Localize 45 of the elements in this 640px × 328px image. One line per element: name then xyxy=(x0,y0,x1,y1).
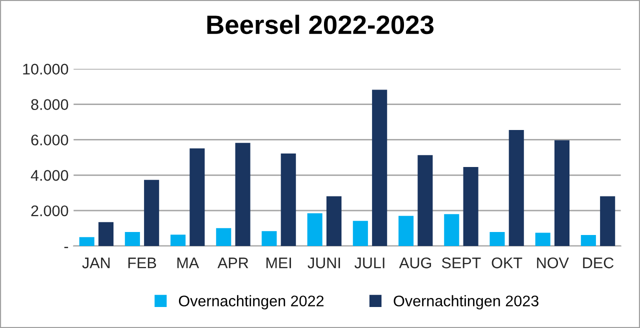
bar xyxy=(554,140,570,246)
x-tick-label: APR xyxy=(218,258,248,268)
bar xyxy=(307,213,322,246)
bar xyxy=(352,220,368,246)
bar xyxy=(535,232,550,246)
x-tick-label: AUG xyxy=(399,258,432,268)
bar xyxy=(144,180,160,246)
bar xyxy=(190,148,205,246)
bar xyxy=(98,222,114,246)
y-tick-label: - xyxy=(64,246,68,248)
x-tick-label: JAN xyxy=(82,258,110,268)
x-tick-label: JULI xyxy=(354,258,384,268)
bar xyxy=(262,231,277,246)
bar xyxy=(326,196,342,246)
y-tick-label: 8.000 xyxy=(31,99,68,110)
bar xyxy=(170,234,186,246)
y-tick-label: 2.000 xyxy=(31,205,68,216)
bar xyxy=(600,196,616,246)
bar xyxy=(580,235,596,246)
bar xyxy=(79,237,94,246)
bar xyxy=(216,228,232,246)
x-tick-label: OKT xyxy=(492,258,522,268)
bar xyxy=(490,232,505,246)
y-tick-label: 6.000 xyxy=(31,134,68,146)
x-tick-label: JUNI xyxy=(308,258,340,268)
bar xyxy=(124,232,140,246)
legend-label: Overnachtingen 2022 xyxy=(178,295,324,310)
bar xyxy=(235,142,250,246)
legend-label: Overnachtingen 2023 xyxy=(394,295,538,310)
x-tick-label: SEPT xyxy=(442,258,481,268)
y-tick-label: 4.000 xyxy=(30,170,68,181)
bar xyxy=(418,155,433,246)
x-tick-label: DEC xyxy=(583,258,614,268)
chart-title: Beersel 2022-2023 xyxy=(207,14,434,34)
bar xyxy=(444,214,460,246)
x-tick-label: NOV xyxy=(537,258,569,268)
bar xyxy=(398,216,414,246)
bar xyxy=(280,154,296,246)
y-tick-label: 10.000 xyxy=(23,64,68,75)
x-tick-label: FEB xyxy=(128,258,156,268)
bar xyxy=(508,130,524,246)
bar xyxy=(463,167,478,246)
x-tick-label: MEI xyxy=(266,258,291,268)
bar xyxy=(372,90,388,246)
x-tick-label: MA xyxy=(177,258,200,268)
